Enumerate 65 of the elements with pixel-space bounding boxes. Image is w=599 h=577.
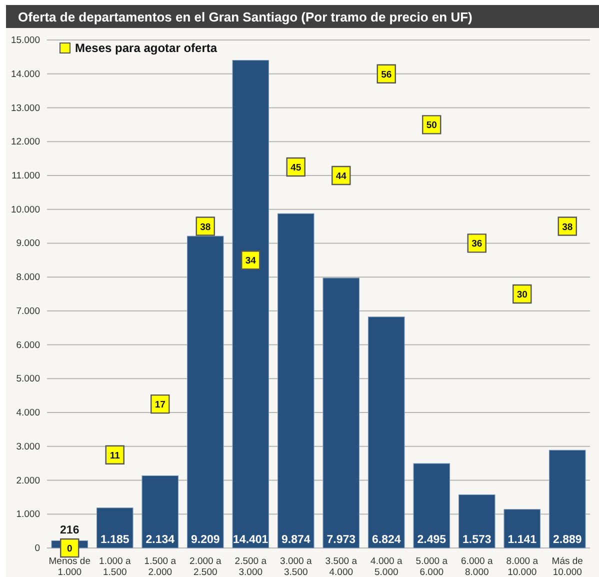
bar (322, 278, 360, 548)
y-tick-label: 6.000 (16, 340, 40, 351)
data-label: 2.134 (146, 534, 176, 546)
chart-title: Oferta de departamentos en el Gran Santiago (Por tramo de precio en UF) (18, 10, 472, 24)
x-tick-label: 1.000 a 1.500 (99, 556, 132, 577)
x-tick-label: 6.000 a 8.000 (461, 556, 494, 577)
x-tick-label: 2.000 a 2.500 (190, 556, 222, 577)
y-tick-label: 5.000 (16, 374, 40, 385)
bar (413, 463, 450, 548)
data-label: 2.889 (552, 534, 582, 546)
bar (232, 60, 270, 548)
bar (504, 509, 541, 548)
y-tick-label: 4.000 (16, 408, 40, 419)
data-label: 38 (562, 222, 573, 233)
data-label: 36 (472, 238, 482, 250)
y-tick-label: 13.000 (10, 102, 40, 114)
x-tick-label: 3.500 a 4.000 (325, 556, 358, 577)
bar (548, 450, 586, 548)
data-label: 9.209 (190, 534, 220, 546)
y-tick-label: 7.000 (16, 306, 40, 317)
y-tick-label: 10.000 (10, 204, 40, 216)
data-label: 1.141 (508, 534, 538, 546)
data-label: 7.973 (326, 534, 356, 546)
x-tick-label: 5.000 a 6.000 (416, 556, 448, 577)
data-label: 11 (110, 450, 121, 462)
bar (368, 316, 405, 548)
data-label: 30 (516, 290, 528, 300)
data-label: 2.495 (417, 534, 447, 546)
data-label: 38 (200, 222, 211, 233)
y-tick-label: 2.000 (16, 475, 40, 486)
y-tick-label: 9.000 (16, 238, 40, 250)
bar (277, 213, 314, 548)
data-label: 9.874 (281, 534, 311, 546)
x-tick-label: 4.000 a 5.000 (370, 556, 403, 577)
data-label: 45 (290, 162, 302, 174)
data-label: 44 (336, 170, 348, 182)
x-tick-label: Más de 10.000 (552, 556, 583, 577)
data-label: 1.573 (462, 534, 492, 546)
bar (186, 236, 224, 548)
x-tick-label: 2.500 a 3.000 (234, 556, 268, 577)
bar (458, 494, 496, 548)
data-label: 17 (154, 400, 166, 411)
data-label: 216 (60, 524, 80, 537)
x-tick-label: Menos de 1.000 (48, 556, 90, 577)
y-tick-label: 8.000 (16, 272, 40, 284)
data-label: 0 (66, 544, 72, 554)
data-label: 6.824 (372, 534, 402, 546)
legend-label: Meses para agotar oferta (75, 41, 218, 55)
x-tick-label: 1.500 a 2.000 (144, 556, 177, 577)
data-label: 34 (245, 256, 257, 267)
x-tick-label: 8.000 a 10.000 (506, 556, 539, 577)
y-tick-label: 11.000 (12, 170, 40, 182)
data-label: 56 (381, 69, 392, 80)
x-tick-label: 3.000 a 3.500 (280, 556, 312, 577)
data-label: 14.401 (233, 534, 269, 546)
y-tick-label: 3.000 (16, 441, 40, 452)
y-tick-label: 1.000 (16, 509, 40, 520)
bar (142, 475, 179, 548)
y-tick-label: 12.000 (10, 136, 40, 148)
bar (96, 508, 134, 548)
y-tick-label: 14.000 (10, 68, 40, 80)
y-tick-label: 15.000 (10, 35, 40, 46)
data-label: 50 (426, 120, 437, 132)
y-tick-label: 0 (34, 543, 40, 554)
data-label: 1.185 (100, 534, 130, 546)
